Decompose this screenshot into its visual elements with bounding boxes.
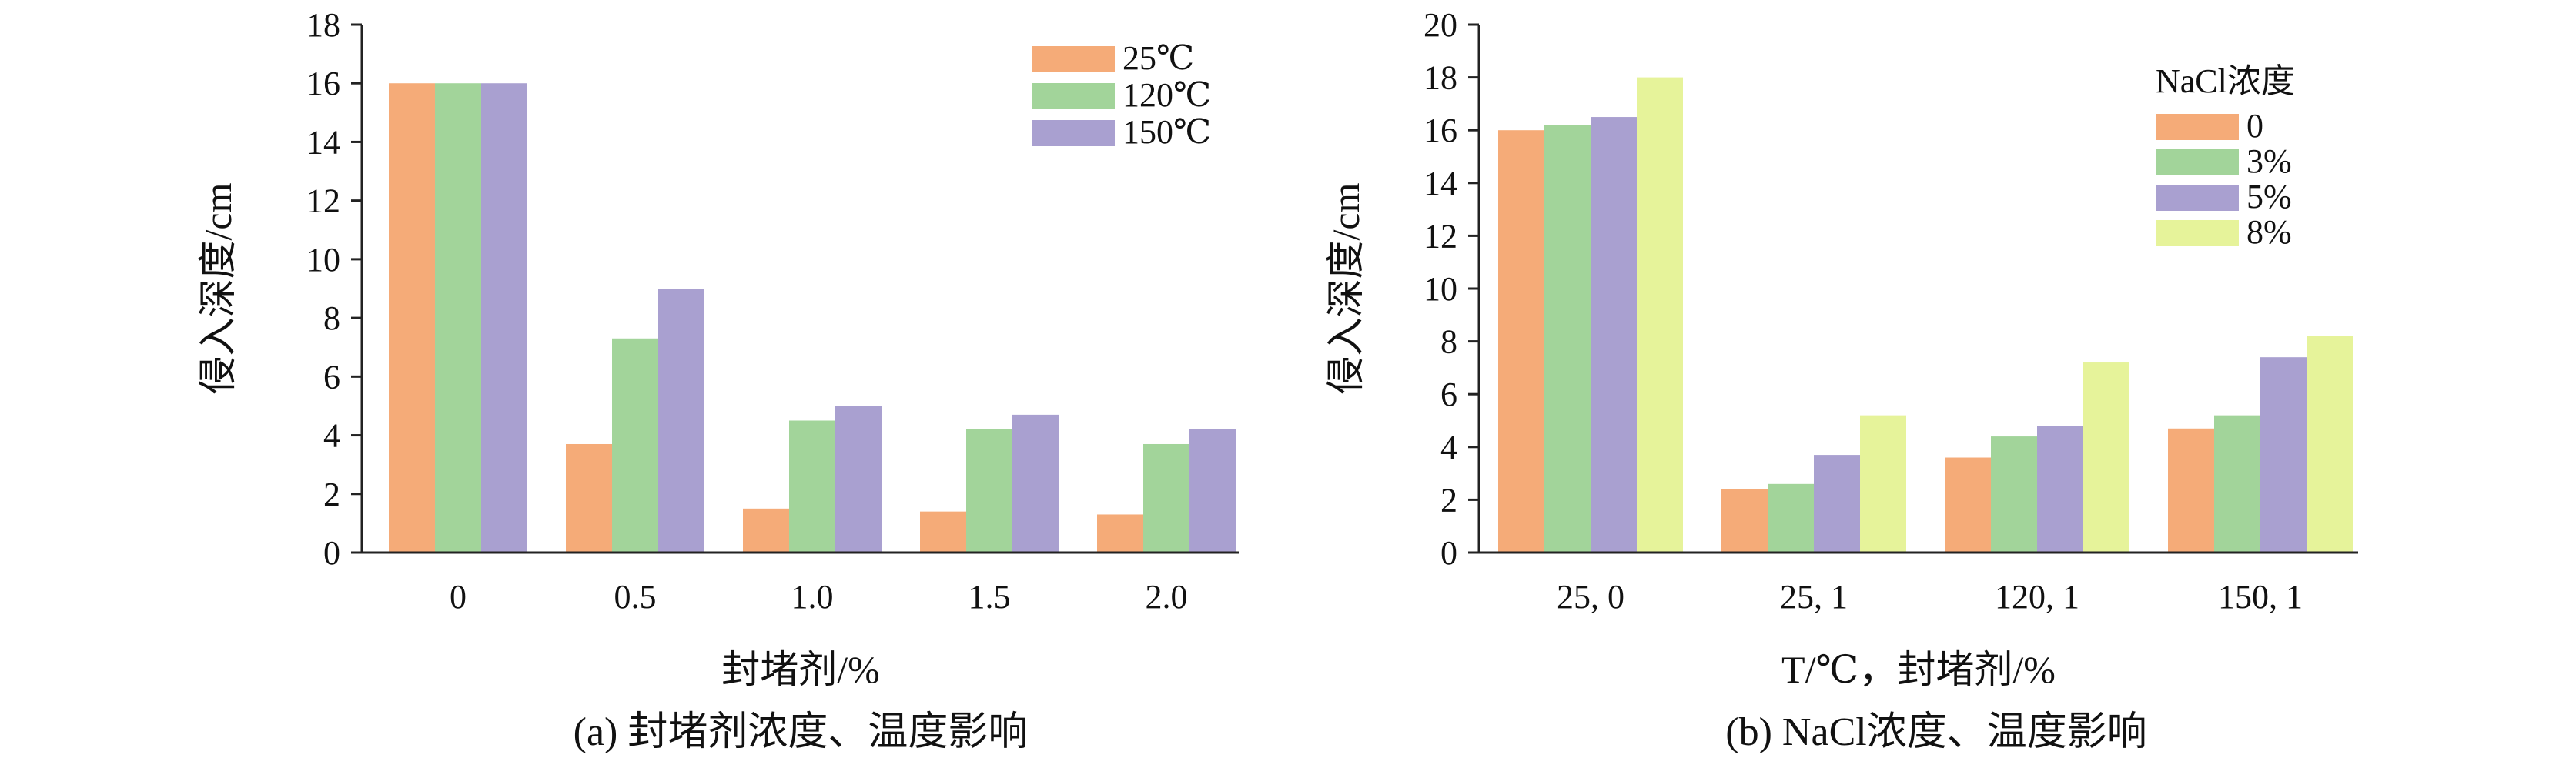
bar [1860, 415, 1906, 553]
y-tick-label: 4 [1440, 429, 1457, 466]
y-tick-label: 6 [323, 358, 340, 396]
bar [789, 420, 835, 553]
x-tick-label: 1.0 [791, 578, 834, 616]
legend-label: 25℃ [1122, 39, 1194, 77]
bar [2083, 362, 2129, 553]
chart-a-bars [389, 83, 1236, 553]
chart-a-y-axis-label: 侵入深度/cm [196, 182, 239, 394]
x-tick-label: 25, 1 [1780, 578, 1848, 616]
legend-swatch [1032, 120, 1115, 146]
legend-swatch [2156, 114, 2239, 140]
bar [1768, 483, 1814, 553]
y-tick-label: 16 [306, 65, 340, 102]
chart-b-x-ticks: 25, 0 25, 1 120, 1 150, 1 [1557, 578, 2303, 616]
bar [2260, 357, 2307, 553]
bar [658, 289, 704, 553]
bar [2037, 426, 2083, 553]
chart-b-caption: (b) NaCl浓度、温度影响 [1725, 710, 2146, 754]
x-tick-label: 120, 1 [1995, 578, 2079, 616]
bar [1544, 125, 1591, 553]
bar [1814, 455, 1860, 553]
bar [1637, 77, 1683, 553]
bar [835, 406, 882, 553]
chart-b-bars [1498, 77, 2353, 553]
legend-swatch [2156, 220, 2239, 246]
y-tick-label: 2 [1440, 481, 1457, 519]
y-tick-label: 10 [1423, 270, 1457, 308]
bar [920, 511, 966, 553]
bar [1991, 436, 2037, 553]
bar [481, 83, 527, 553]
legend-label: 120℃ [1122, 76, 1211, 114]
legend-label: 8% [2246, 213, 2292, 251]
bar [1591, 117, 1637, 553]
bar [1097, 514, 1143, 553]
y-tick-label: 2 [323, 476, 340, 513]
y-tick-label: 12 [1423, 217, 1457, 255]
bar [1012, 414, 1059, 553]
y-tick-label: 12 [306, 182, 340, 220]
y-tick-label: 6 [1440, 376, 1457, 413]
bar [2168, 428, 2214, 553]
chart-b-x-axis-label: T/℃，封堵剂/% [1781, 648, 2056, 691]
legend-label: 5% [2246, 178, 2292, 215]
legend-swatch [1032, 46, 1115, 72]
x-tick-label: 25, 0 [1557, 578, 1624, 616]
bar [435, 83, 481, 553]
x-tick-label: 0 [450, 578, 467, 616]
legend-label: 0 [2246, 107, 2263, 145]
y-tick-label: 16 [1423, 112, 1457, 149]
bar [612, 338, 658, 553]
bar [566, 443, 612, 553]
x-tick-label: 150, 1 [2218, 578, 2303, 616]
bar [2307, 336, 2353, 553]
bar [389, 83, 435, 553]
y-tick-label: 0 [323, 534, 340, 572]
chart-b-legend: NaCl浓度 03%5%8% [2156, 62, 2295, 251]
y-tick-label: 14 [1423, 165, 1457, 202]
y-tick-label: 10 [306, 241, 340, 279]
y-tick-label: 8 [323, 299, 340, 337]
legend-swatch [2156, 185, 2239, 211]
y-tick-label: 20 [1423, 6, 1457, 44]
bar [1189, 429, 1236, 553]
y-tick-label: 18 [306, 6, 340, 44]
bar [1721, 489, 1768, 553]
chart-a-y-ticks: 0 2 4 6 8 10 12 14 16 18 [306, 6, 362, 572]
y-tick-label: 4 [323, 417, 340, 455]
bar [1498, 130, 1544, 553]
y-tick-label: 14 [306, 123, 340, 161]
legend-label: 3% [2246, 142, 2292, 180]
chart-b-y-axis-label: 侵入深度/cm [1324, 182, 1367, 394]
chart-b-y-ticks: 0 2 4 6 8 10 12 14 16 18 20 [1423, 6, 1479, 572]
y-tick-label: 18 [1423, 59, 1457, 97]
legend-swatch [2156, 149, 2239, 175]
y-tick-label: 0 [1440, 534, 1457, 572]
bar [2214, 415, 2260, 553]
x-tick-label: 1.5 [969, 578, 1011, 616]
legend-label: 150℃ [1122, 113, 1211, 151]
legend-swatch [1032, 83, 1115, 109]
y-tick-label: 8 [1440, 323, 1457, 361]
chart-a: 0 2 4 6 8 10 12 14 16 18 0 0.5 1.0 1.5 2.0 25℃120℃150… [196, 6, 1239, 754]
chart-a-x-ticks: 0 0.5 1.0 1.5 2.0 [450, 578, 1188, 616]
bar [966, 429, 1012, 553]
chart-a-caption: (a) 封堵剂浓度、温度影响 [574, 710, 1029, 754]
chart-a-x-axis-label: 封堵剂/% [721, 648, 880, 691]
chart-b: 0 2 4 6 8 10 12 14 16 18 20 25, 0 25, 1 120, 1 150, 1… [1324, 6, 2358, 754]
bar [1945, 457, 1991, 553]
bar [743, 508, 789, 553]
bar [1143, 443, 1189, 553]
x-tick-label: 0.5 [614, 578, 657, 616]
legend-title: NaCl浓度 [2156, 62, 2295, 100]
x-tick-label: 2.0 [1146, 578, 1188, 616]
